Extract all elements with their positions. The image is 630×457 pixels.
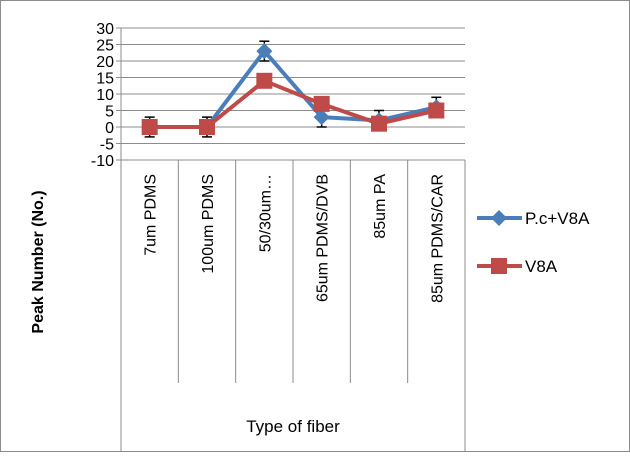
legend-label: P.c+V8A [525, 209, 590, 228]
category-table: 7um PDMS 100um PDMS 50/30um… 65um PDMS/DVB 8… [120, 159, 466, 452]
x-axis-label: Type of fiber [246, 417, 340, 436]
category-label: 50/30um… [257, 174, 274, 252]
y-axis-label: Peak Number (No.) [30, 190, 47, 333]
y-tick-label: -10 [91, 153, 114, 170]
legend-label: V8A [525, 257, 558, 276]
y-tick-label: 25 [96, 38, 114, 55]
y-tick-label: 5 [105, 104, 114, 121]
legend-marker [491, 210, 507, 226]
category-label: 85um PDMS/CAR [429, 174, 446, 303]
y-tick-label: -5 [100, 137, 114, 154]
y-tick-label: 20 [96, 54, 114, 71]
y-tick-label: 10 [96, 87, 114, 104]
data-point [428, 102, 445, 119]
category-label: 7um PDMS [143, 174, 160, 256]
data-point [371, 115, 387, 132]
data-point [141, 119, 158, 135]
legend-item: V8A [477, 257, 558, 276]
legend-item: P.c+V8A [477, 209, 590, 228]
data-point [313, 109, 330, 126]
category-label: 85um PA [372, 174, 389, 239]
data-point [256, 72, 273, 89]
series-layer [141, 40, 445, 138]
series-2 [141, 72, 445, 135]
category-label: 100um PDMS [200, 174, 217, 274]
y-tick-label: 30 [96, 21, 114, 38]
category-label: 65um PDMS/DVB [315, 174, 332, 302]
data-point [199, 119, 215, 135]
y-tick-label: 0 [105, 120, 114, 137]
legend-marker [491, 258, 507, 274]
y-tick-label: 15 [96, 71, 114, 88]
data-point [256, 43, 273, 60]
data-point [313, 95, 330, 112]
series-line [149, 78, 437, 129]
legend: P.c+V8A V8A [477, 209, 590, 276]
